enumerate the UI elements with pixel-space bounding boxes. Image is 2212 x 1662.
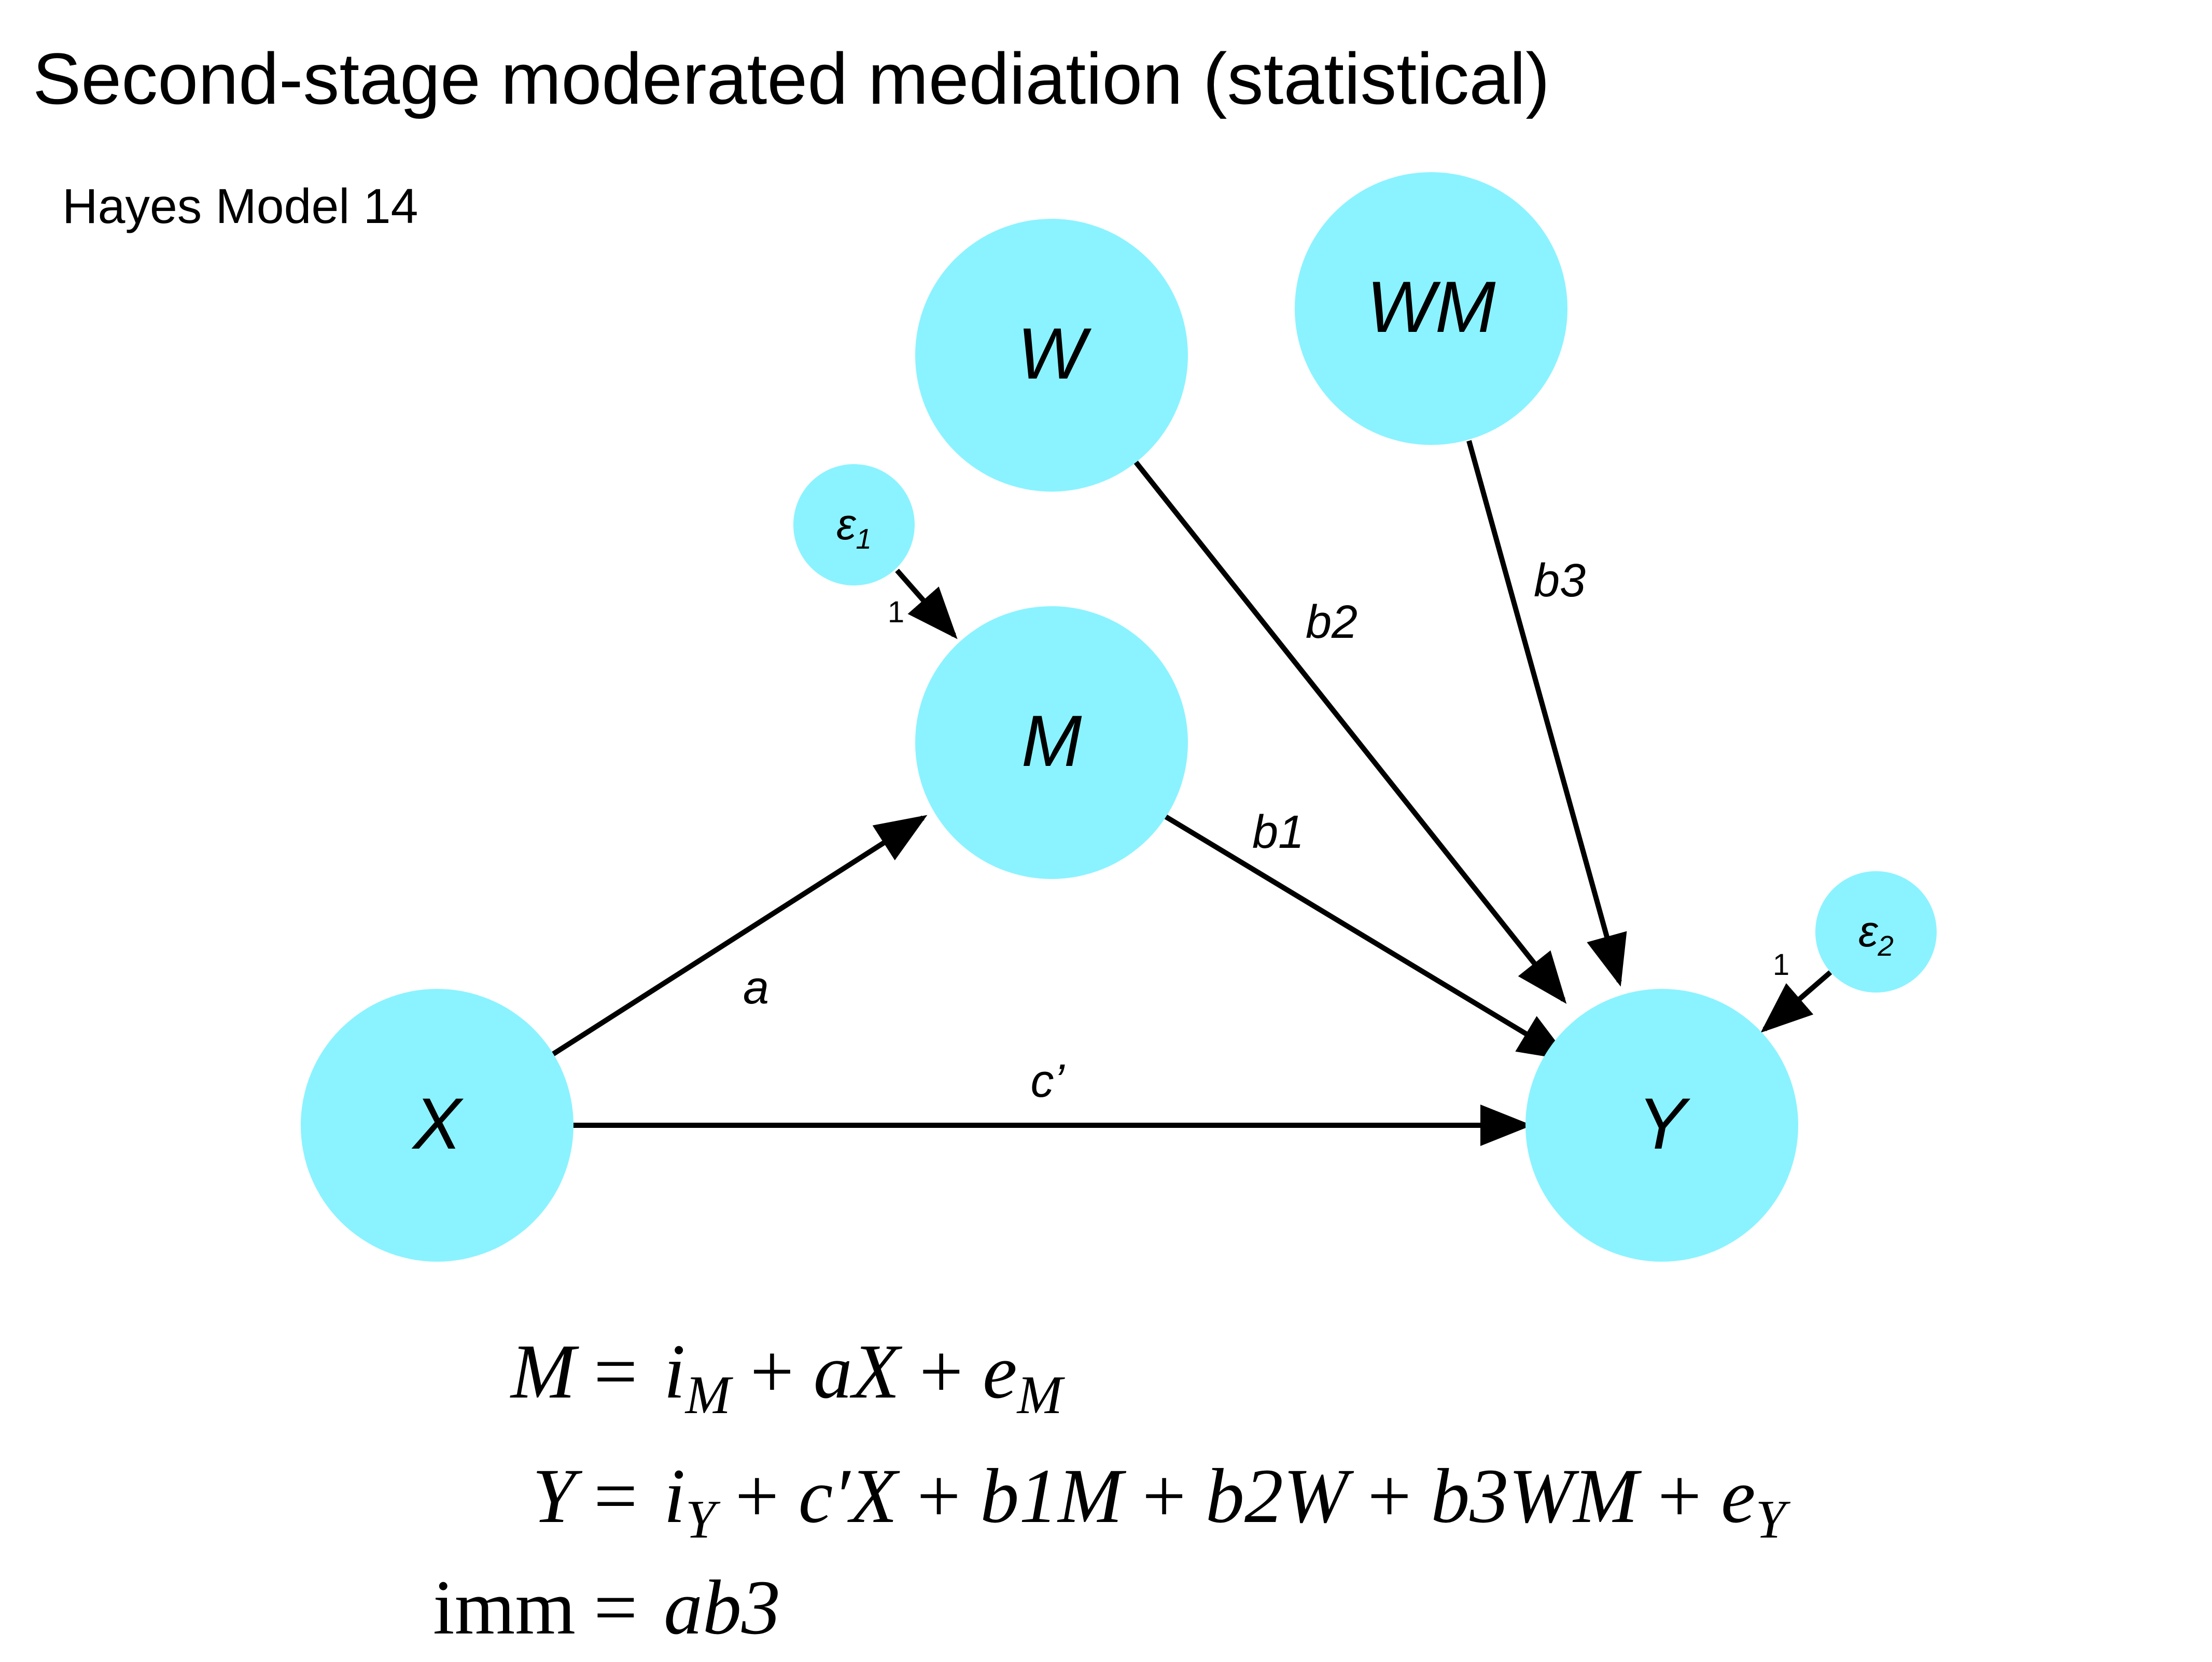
equation-term: ab3 [664,1565,780,1651]
node-w-label: W [1017,313,1092,394]
node-e1: ε1 [793,464,915,585]
equation-subscript: Y [685,1489,721,1549]
node-y-circle [1525,989,1798,1262]
node-e2-label: ε2 [1858,907,1894,962]
node-e1-symbol: ε [836,500,857,549]
node-y: Y [1525,989,1798,1262]
edge-labels: a b1 b2 b3 c’ 1 1 [743,555,1789,1107]
edge-label-b2: b2 [1306,596,1357,648]
equation-imm-equals: = [594,1565,638,1651]
node-e1-subscript: 1 [856,523,872,555]
equation-y: Y [533,1453,583,1539]
equation-term: i [664,1453,685,1539]
equation-y-rhs: iY​ + c′X + b1M + b2W + b3WM + eY​ [664,1453,1791,1549]
equation-y-equals: = [594,1453,638,1539]
equation-subscript: Y [1756,1489,1791,1549]
edge-label-b3: b3 [1534,555,1586,607]
node-m-label: M [1021,700,1082,781]
edge-b2 [1132,458,1567,1004]
equation-m-equals: = [594,1329,638,1415]
equation-imm: imm [433,1565,576,1651]
equation-term: e [1721,1453,1756,1539]
node-y-label: Y [1637,1083,1690,1164]
node-e1-label: ε1 [836,500,872,555]
node-w: W [915,219,1188,492]
node-e2: ε2 [1815,871,1937,993]
edge-label-c-prime: c’ [1031,1055,1066,1107]
equation-subscript: M [684,1364,734,1425]
edge-label-a: a [743,962,769,1014]
equation-operator: + [898,1453,981,1539]
edge-label-e2: 1 [1773,948,1789,982]
equation-term: e [983,1329,1017,1415]
equation-term: i [664,1329,685,1415]
equation-operator: + [716,1453,799,1539]
equation-imm-rhs: ab3 [664,1565,780,1651]
equation-operator: + [731,1329,814,1415]
equation-m: M [510,1329,579,1415]
equation-operator: + [1348,1453,1431,1539]
node-e2-subscript: 2 [1877,930,1894,962]
equation-operator: + [1638,1453,1721,1539]
node-x-circle [301,989,573,1262]
node-m-circle [915,606,1188,879]
edge-label-e1: 1 [888,595,904,629]
node-wm-label: WM [1367,266,1496,347]
node-w-circle [915,219,1188,492]
edge-b1 [1160,812,1571,1061]
node-wm: WM [1295,172,1567,445]
equation-m-rhs: iM​ + aX + eM​ [664,1329,1066,1425]
node-e2-circle [1815,871,1937,993]
equation-term: b3WM [1431,1453,1642,1539]
equation-term: aX [814,1329,903,1415]
equation-subscript: M [1016,1364,1066,1425]
node-x-label: X [411,1083,464,1164]
equation-operator: + [1123,1453,1206,1539]
edges [550,440,1832,1146]
edge-e1 [895,568,958,639]
edge-e2 [1760,970,1832,1033]
nodes: X M W WM Y ε1 [301,172,1937,1262]
node-m: M [915,606,1188,879]
edge-b3 [1466,440,1627,987]
equation-term: c′X [799,1453,900,1539]
page-title: Second-stage moderated mediation (statis… [33,38,1550,119]
node-x: X [301,989,573,1262]
equation-term: b2W [1206,1453,1354,1539]
edge-label-b1: b1 [1252,806,1304,858]
node-e2-symbol: ε [1858,907,1879,956]
node-e1-circle [793,464,915,585]
equation-term: b1M [980,1453,1126,1539]
edge-a [550,815,928,1058]
node-wm-circle [1295,172,1567,445]
page-subtitle: Hayes Model 14 [62,179,418,234]
equations: M = iM​ + aX + eM​ Y = iY​ + c′X + b1M +… [433,1329,1791,1651]
equation-operator: + [900,1329,983,1415]
